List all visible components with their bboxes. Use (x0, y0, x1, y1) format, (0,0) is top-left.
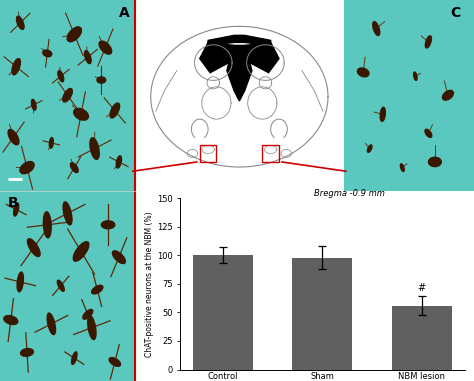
Ellipse shape (99, 41, 112, 54)
Ellipse shape (58, 70, 64, 82)
Ellipse shape (43, 50, 52, 57)
Ellipse shape (17, 16, 24, 29)
Polygon shape (202, 87, 231, 119)
Ellipse shape (112, 251, 126, 264)
Ellipse shape (116, 156, 121, 168)
Ellipse shape (373, 22, 380, 35)
Ellipse shape (63, 88, 73, 102)
Ellipse shape (4, 315, 18, 325)
Ellipse shape (109, 358, 120, 366)
Ellipse shape (101, 221, 115, 229)
Ellipse shape (43, 212, 51, 238)
Text: Bregma -0.9 mm: Bregma -0.9 mm (314, 189, 385, 198)
Ellipse shape (71, 163, 78, 173)
Ellipse shape (8, 130, 19, 145)
Bar (392, 306, 452, 370)
Polygon shape (248, 87, 277, 119)
Ellipse shape (84, 51, 91, 64)
Ellipse shape (380, 107, 385, 122)
Ellipse shape (12, 59, 20, 75)
Ellipse shape (17, 272, 23, 292)
Ellipse shape (83, 309, 93, 319)
Ellipse shape (97, 77, 106, 83)
Y-axis label: ChAT-positive neurons at the NBM (%): ChAT-positive neurons at the NBM (%) (145, 211, 154, 357)
Ellipse shape (357, 68, 369, 77)
Ellipse shape (63, 202, 72, 225)
Ellipse shape (73, 242, 89, 261)
Ellipse shape (67, 27, 82, 42)
Ellipse shape (27, 239, 40, 256)
Polygon shape (208, 35, 271, 45)
Ellipse shape (20, 349, 34, 356)
Ellipse shape (425, 129, 432, 138)
Ellipse shape (47, 313, 55, 335)
Bar (292, 258, 352, 370)
Ellipse shape (49, 138, 53, 148)
Polygon shape (246, 45, 284, 80)
Ellipse shape (442, 90, 454, 100)
Polygon shape (227, 45, 252, 101)
Bar (193, 255, 253, 370)
Text: A: A (119, 6, 129, 20)
Ellipse shape (14, 203, 19, 216)
Ellipse shape (90, 138, 99, 159)
Ellipse shape (20, 162, 34, 174)
Ellipse shape (72, 352, 77, 364)
Ellipse shape (57, 280, 64, 291)
Polygon shape (245, 42, 279, 73)
Ellipse shape (425, 36, 431, 48)
Ellipse shape (73, 109, 89, 120)
Ellipse shape (401, 164, 404, 171)
Ellipse shape (110, 103, 119, 118)
Ellipse shape (428, 157, 441, 166)
Ellipse shape (31, 99, 36, 110)
Ellipse shape (91, 285, 103, 294)
Text: C: C (450, 6, 461, 20)
Text: #: # (418, 283, 426, 293)
Ellipse shape (414, 72, 417, 80)
Polygon shape (200, 42, 234, 73)
Polygon shape (151, 26, 328, 167)
Ellipse shape (367, 145, 372, 152)
Ellipse shape (88, 316, 96, 339)
Text: B: B (8, 196, 19, 210)
Polygon shape (194, 45, 232, 80)
